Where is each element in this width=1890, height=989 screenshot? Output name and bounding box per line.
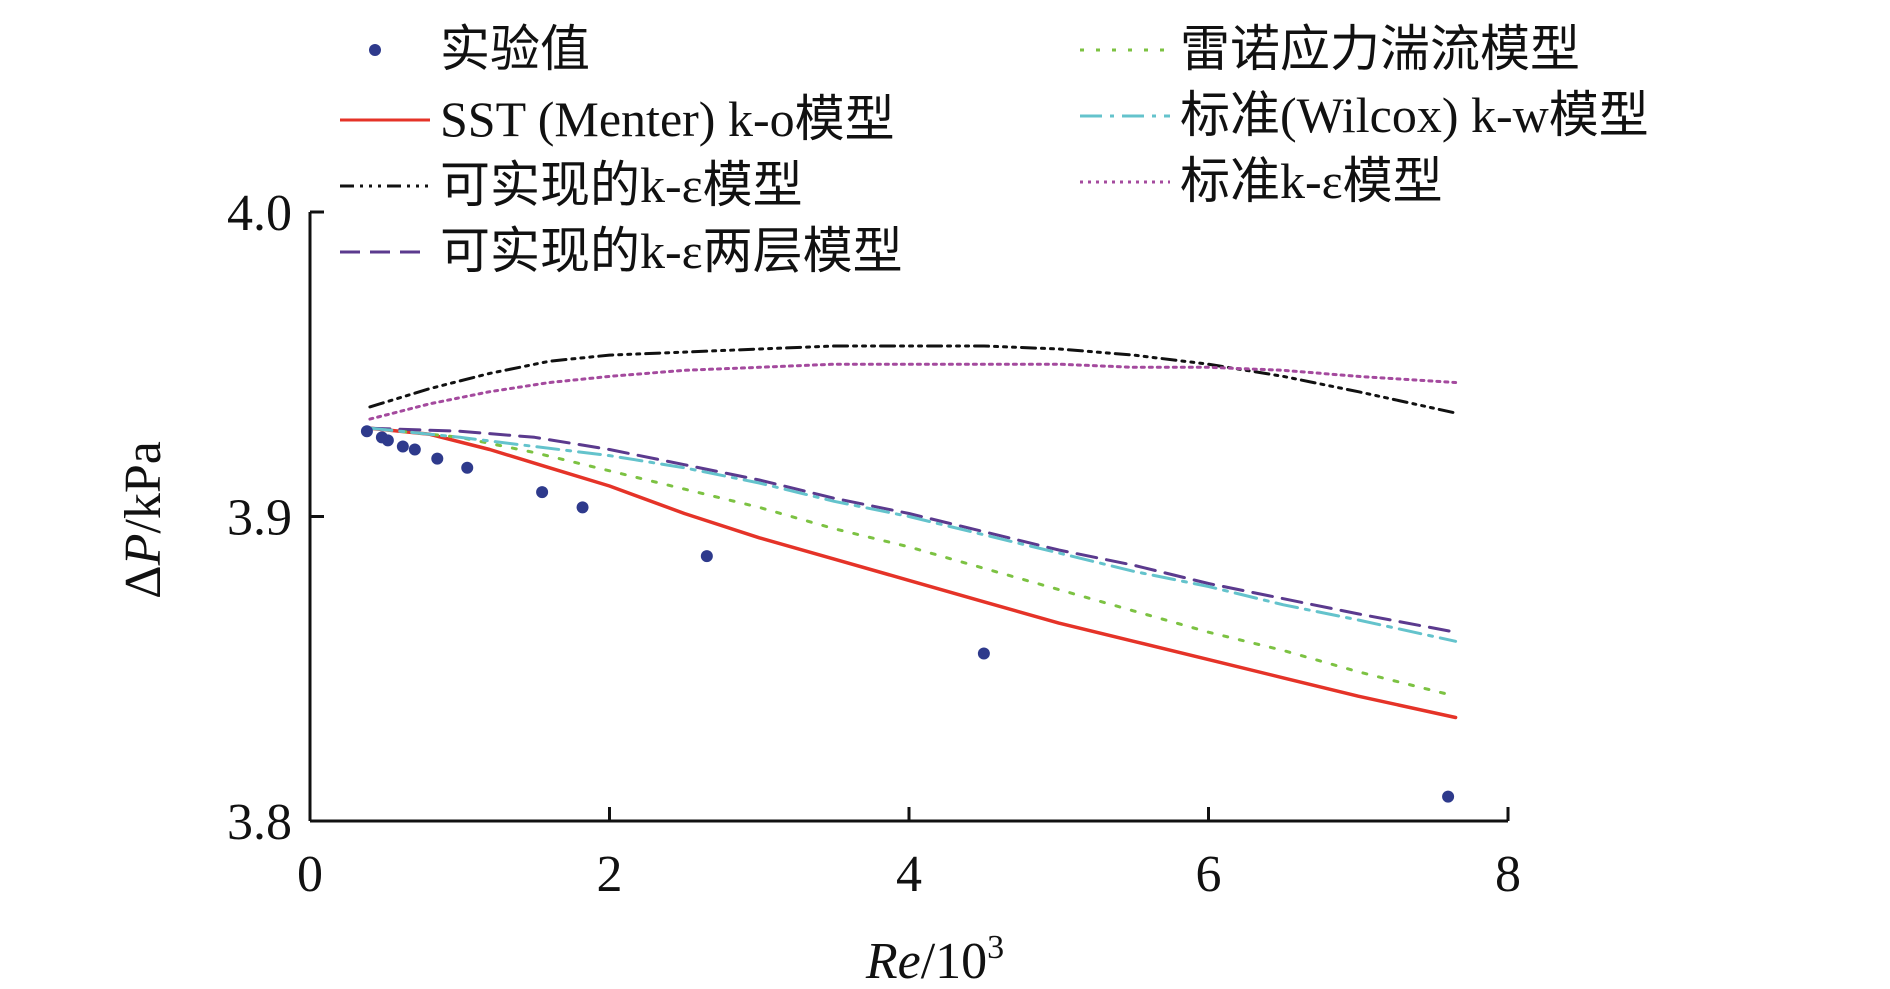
legend: 实验值 SST (Menter) k-o模型 可实现的k-ε模型 可实现的k-ε…	[340, 21, 1649, 279]
series-group	[368, 344, 1458, 720]
point-exp-9	[700, 550, 713, 563]
series-line-rke	[368, 344, 1458, 415]
legend-label-ske: 标准k-ε模型	[1180, 153, 1443, 209]
series-line-sst	[368, 426, 1458, 720]
point-exp-6	[461, 461, 474, 474]
legend-label-rsm: 雷诺应力湍流模型	[1180, 21, 1580, 77]
x-tick-label-8: 8	[1495, 846, 1521, 903]
legend-label-exp: 实验值	[440, 21, 590, 77]
y-tick-label-4.0: 4.0	[227, 185, 292, 242]
x-tick-label-6: 6	[1196, 846, 1222, 903]
points-group	[360, 425, 1455, 803]
x-axis-title-var: Re	[865, 933, 921, 984]
point-exp-5	[431, 452, 444, 465]
series-line-skw	[368, 426, 1458, 643]
series-line-rke2	[368, 426, 1458, 634]
legend-label-skw: 标准(Wilcox) k-w模型	[1180, 87, 1649, 143]
x-axis-title: Re/103	[865, 929, 1004, 984]
x-axis-title-sup: 3	[987, 929, 1004, 966]
x-axis-title-unit: /10	[921, 933, 987, 984]
ticks: 0 2 4 6 8 3.8 3.9 4.0	[227, 185, 1521, 903]
y-axis-title-unit: /kPa	[115, 441, 172, 533]
x-tick-label-4: 4	[896, 846, 922, 903]
legend-sample-exp	[369, 44, 381, 56]
series-line-rsm	[368, 426, 1458, 698]
point-exp-0	[360, 425, 373, 438]
legend-label-sst: SST (Menter) k-o模型	[440, 91, 895, 147]
point-exp-2	[381, 434, 394, 447]
legend-label-rke: 可实现的k-ε模型	[440, 157, 803, 213]
axis-titles: Re/103 ΔP/kPa	[115, 441, 1004, 989]
series-line-ske	[368, 362, 1458, 421]
y-tick-label-3.9: 3.9	[227, 490, 292, 547]
point-exp-7	[536, 486, 549, 499]
point-exp-4	[408, 443, 421, 456]
y-axis-title: ΔP/kPa	[115, 441, 172, 599]
y-tick-label-3.8: 3.8	[227, 794, 292, 851]
legend-samples	[340, 44, 1170, 254]
legend-label-rke2: 可实现的k-ε两层模型	[440, 223, 903, 279]
y-axis-title-var: P	[115, 534, 172, 567]
y-axis-title-delta: Δ	[115, 565, 172, 598]
point-exp-11	[1442, 790, 1455, 803]
point-exp-3	[396, 440, 409, 453]
x-tick-label-2: 2	[597, 846, 623, 903]
point-exp-10	[977, 647, 990, 660]
x-tick-label-0: 0	[297, 846, 323, 903]
point-exp-8	[576, 501, 589, 514]
